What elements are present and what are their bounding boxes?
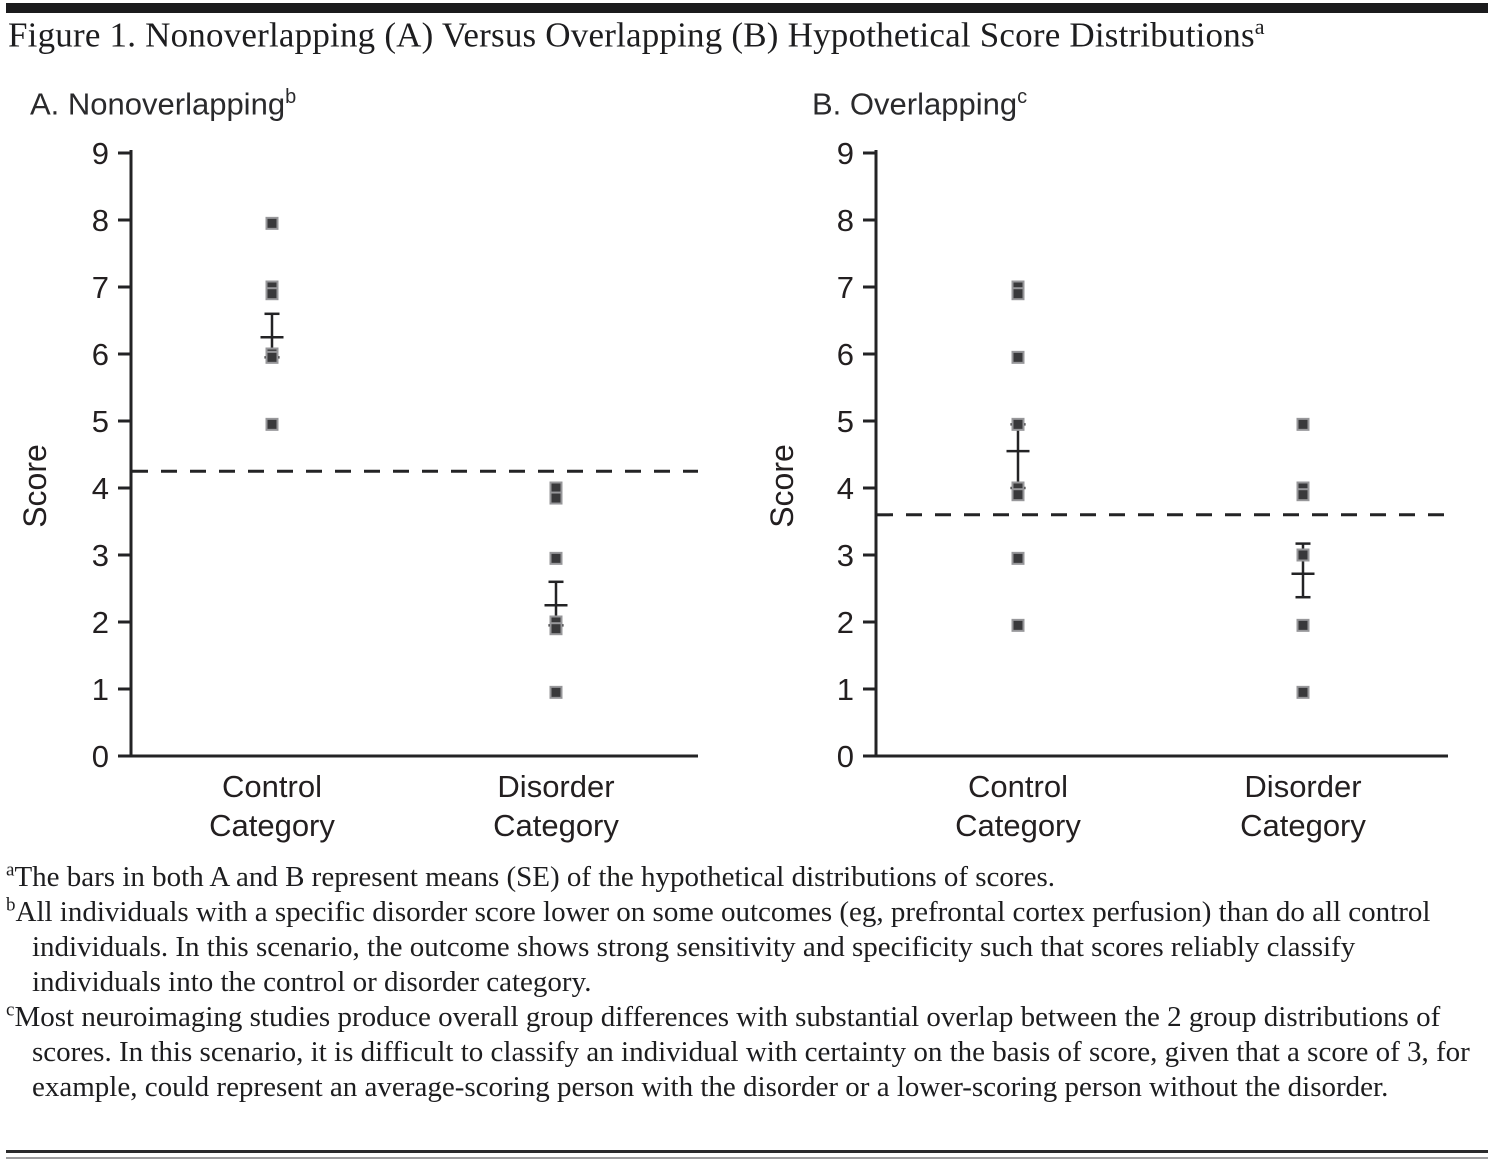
panel-b-y-tick-label: 5 <box>837 404 854 439</box>
footnote-a-marker: a <box>6 859 15 881</box>
panel-b-y-tick-label: 4 <box>837 471 854 506</box>
panel-b-control-data-point <box>1011 417 1025 431</box>
figure-title-superscript: a <box>1254 14 1265 39</box>
panel-b-control-data-point <box>1011 551 1025 565</box>
panel-a-control-data-point <box>265 350 279 364</box>
panel-a-disorder-category-label-line1: Disorder <box>497 769 614 804</box>
panel-b-disorder-category-label-line1: Disorder <box>1244 769 1361 804</box>
panel-a-disorder-data-point <box>549 491 563 505</box>
footnote-a: aThe bars in both A and B represent mean… <box>6 860 1484 895</box>
panel-b-disorder-data-point <box>1296 548 1310 562</box>
panel-a-y-tick-label: 6 <box>92 337 109 372</box>
panel-b-control-category-label-line1: Control <box>968 769 1068 804</box>
panel-a-disorder-data-point <box>549 622 563 636</box>
panel-a-y-tick-label: 1 <box>92 672 109 707</box>
panel-b-disorder-data-point <box>1296 417 1310 431</box>
panel-b-control-category-label-line2: Category <box>955 808 1081 843</box>
panel-b-control-data-point <box>1011 350 1025 364</box>
footnotes: aThe bars in both A and B represent mean… <box>6 860 1484 1105</box>
footnote-b-marker: b <box>6 894 16 916</box>
panel-b-disorder-data-point <box>1296 488 1310 502</box>
bottom-rule-light <box>6 1157 1488 1159</box>
panel-b-disorder-data-point <box>1296 685 1310 699</box>
panel-a-y-tick-label: 3 <box>92 538 109 573</box>
panel-b-y-tick-label: 3 <box>837 538 854 573</box>
panel-b-control-data-point <box>1011 618 1025 632</box>
panel-a-y-tick-label: 8 <box>92 203 109 238</box>
panel-b-title: B. Overlapping <box>812 86 1018 122</box>
panel-b-disorder-data-point <box>1296 618 1310 632</box>
panel-a-control-category-label-line1: Control <box>222 769 322 804</box>
footnote-c: cMost neuroimaging studies produce overa… <box>6 1000 1484 1105</box>
panel-a-control-category-label-line2: Category <box>209 808 335 843</box>
panel-b-y-tick-label: 8 <box>837 203 854 238</box>
panel-b-control-data-point <box>1011 488 1025 502</box>
panel-a-y-axis-label: Score <box>17 444 53 528</box>
panel-a-disorder-data-point <box>549 685 563 699</box>
panel-a-title: A. Nonoverlapping <box>30 86 286 122</box>
panel-b-disorder-category-label-line2: Category <box>1240 808 1366 843</box>
panel-a-y-tick-label: 4 <box>92 471 109 506</box>
panel-b-y-tick-label: 0 <box>837 739 854 774</box>
panel-a-title-superscript: b <box>285 86 297 108</box>
panel-b-title-superscript: c <box>1017 86 1028 108</box>
footnote-b: bAll individuals with a specific disorde… <box>6 895 1484 1000</box>
panel-a-header: A. Nonoverlappingb <box>30 86 296 122</box>
footnote-c-marker: c <box>6 999 15 1021</box>
footnote-a-text: The bars in both A and B represent means… <box>14 861 1055 893</box>
panel-a-disorder-data-point <box>549 551 563 565</box>
panel-b-y-tick-label: 7 <box>837 270 854 305</box>
panel-b-y-tick-label: 1 <box>837 672 854 707</box>
panel-a-y-tick-label: 2 <box>92 605 109 640</box>
panel-b-header: B. Overlappingc <box>812 86 1027 122</box>
panel-a-y-tick-label: 7 <box>92 270 109 305</box>
footnote-c-text: Most neuroimaging studies produce overal… <box>14 1001 1470 1103</box>
panel-b-y-tick-label: 9 <box>837 136 854 171</box>
panel-b-control-data-point <box>1011 287 1025 301</box>
top-rule <box>6 3 1488 13</box>
footnote-b-text: All individuals with a specific disorder… <box>15 896 1431 998</box>
panel-a-disorder-category-label-line2: Category <box>493 808 619 843</box>
panel-a-control-data-point <box>265 417 279 431</box>
panel-a-control-data-point <box>265 287 279 301</box>
panel-a-y-tick-label: 9 <box>92 136 109 171</box>
panel-b-y-tick-label: 2 <box>837 605 854 640</box>
panel-a-control-data-point <box>265 216 279 230</box>
bottom-rule-dark <box>6 1150 1488 1153</box>
figure-title: Figure 1. Nonoverlapping (A) Versus Over… <box>8 14 1265 56</box>
figure-title-text: Figure 1. Nonoverlapping (A) Versus Over… <box>8 15 1255 55</box>
panel-b-y-axis-label: Score <box>764 444 800 528</box>
panel-a-y-tick-label: 0 <box>92 739 109 774</box>
panel-a-y-tick-label: 5 <box>92 404 109 439</box>
panel-b-y-tick-label: 6 <box>837 337 854 372</box>
